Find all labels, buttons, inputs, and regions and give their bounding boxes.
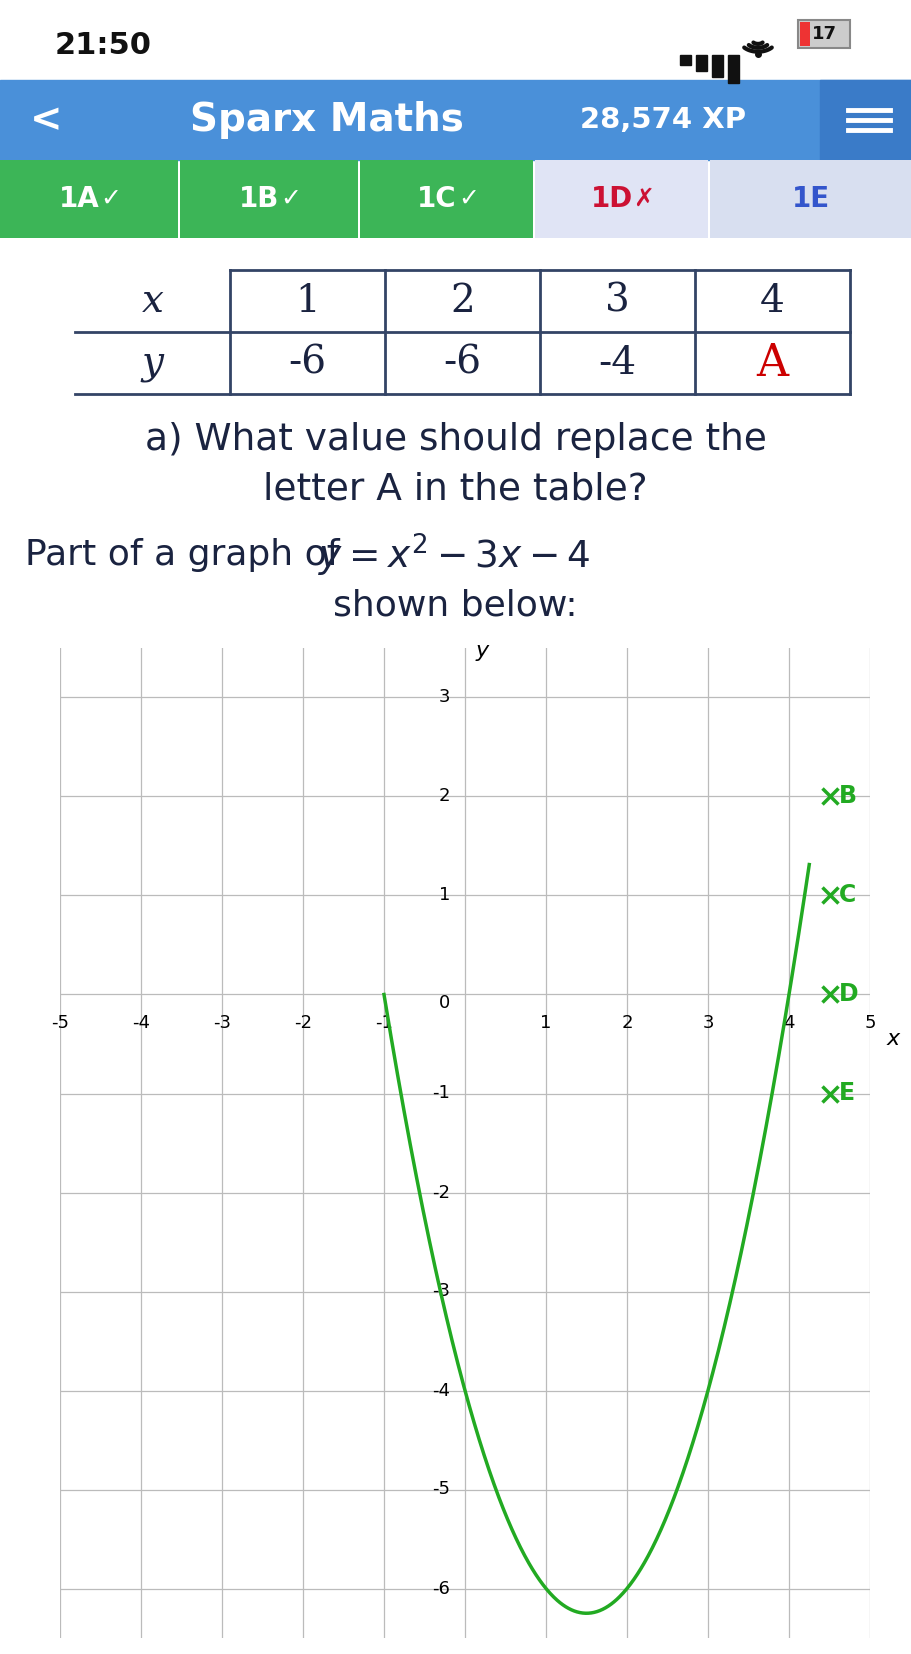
Text: 1: 1	[439, 887, 450, 905]
Bar	[0, 160, 178, 238]
Text: Sparx Maths: Sparx Maths	[190, 101, 464, 139]
Bar	[798, 20, 850, 48]
Text: 4: 4	[783, 1014, 794, 1032]
Text: -2: -2	[294, 1014, 312, 1032]
Text: $y$: $y$	[475, 643, 491, 663]
Text: ✓: ✓	[281, 187, 302, 212]
Bar	[712, 55, 723, 78]
Bar	[696, 55, 707, 71]
Text: 28,574 XP: 28,574 XP	[580, 106, 746, 134]
Text: 2: 2	[621, 1014, 633, 1032]
Text: -2: -2	[433, 1184, 450, 1201]
Bar	[710, 160, 911, 238]
Text: 1A: 1A	[58, 185, 99, 213]
Text: 3: 3	[702, 1014, 713, 1032]
Text: 1E: 1E	[792, 185, 830, 213]
Text: 2: 2	[439, 787, 450, 805]
Text: B: B	[839, 784, 857, 809]
Bar	[800, 22, 810, 46]
Text: -6: -6	[289, 344, 326, 382]
Text: ✗: ✗	[633, 187, 654, 212]
Text: -5: -5	[51, 1014, 69, 1032]
Text: ✓: ✓	[458, 187, 479, 212]
Text: -6: -6	[444, 344, 482, 382]
Text: -4: -4	[433, 1381, 450, 1399]
Text: ✓: ✓	[100, 187, 121, 212]
Text: 0: 0	[439, 994, 450, 1012]
Text: -4: -4	[132, 1014, 150, 1032]
Bar	[360, 160, 533, 238]
Text: -5: -5	[433, 1480, 450, 1499]
Bar	[680, 55, 691, 65]
Text: 17: 17	[812, 25, 836, 43]
Text: C: C	[839, 883, 856, 908]
Text: -1: -1	[433, 1085, 450, 1103]
Text: -1: -1	[375, 1014, 393, 1032]
Text: 1: 1	[295, 283, 320, 319]
Text: -4: -4	[599, 344, 637, 382]
Text: 3: 3	[605, 283, 630, 319]
Text: 2: 2	[450, 283, 475, 319]
Bar	[728, 55, 739, 83]
Text: 21:50: 21:50	[55, 30, 152, 60]
Text: 4: 4	[760, 283, 785, 319]
Text: A: A	[756, 341, 789, 385]
Text: y: y	[141, 344, 163, 382]
Text: <: <	[30, 101, 63, 139]
Text: 1D: 1D	[590, 185, 632, 213]
Text: shown below:: shown below:	[333, 589, 578, 622]
Bar	[180, 160, 358, 238]
Text: -6: -6	[433, 1580, 450, 1598]
Text: letter A in the table?: letter A in the table?	[263, 471, 648, 508]
Text: E: E	[839, 1082, 855, 1105]
Bar	[535, 160, 708, 238]
Text: $x$: $x$	[886, 1029, 902, 1049]
Text: -3: -3	[213, 1014, 231, 1032]
Text: $y = x^2 - 3x - 4$: $y = x^2 - 3x - 4$	[318, 531, 590, 579]
Text: Part of a graph of: Part of a graph of	[25, 538, 351, 572]
Bar	[820, 79, 911, 160]
Text: 3: 3	[439, 688, 450, 706]
Text: 1B: 1B	[239, 185, 279, 213]
Text: 1C: 1C	[416, 185, 456, 213]
Text: D: D	[839, 982, 859, 1007]
Text: -3: -3	[433, 1282, 450, 1300]
Text: a) What value should replace the: a) What value should replace the	[145, 422, 766, 458]
Text: 5: 5	[865, 1014, 875, 1032]
Bar	[0, 79, 911, 160]
Text: 1: 1	[540, 1014, 552, 1032]
Text: x: x	[141, 283, 163, 319]
